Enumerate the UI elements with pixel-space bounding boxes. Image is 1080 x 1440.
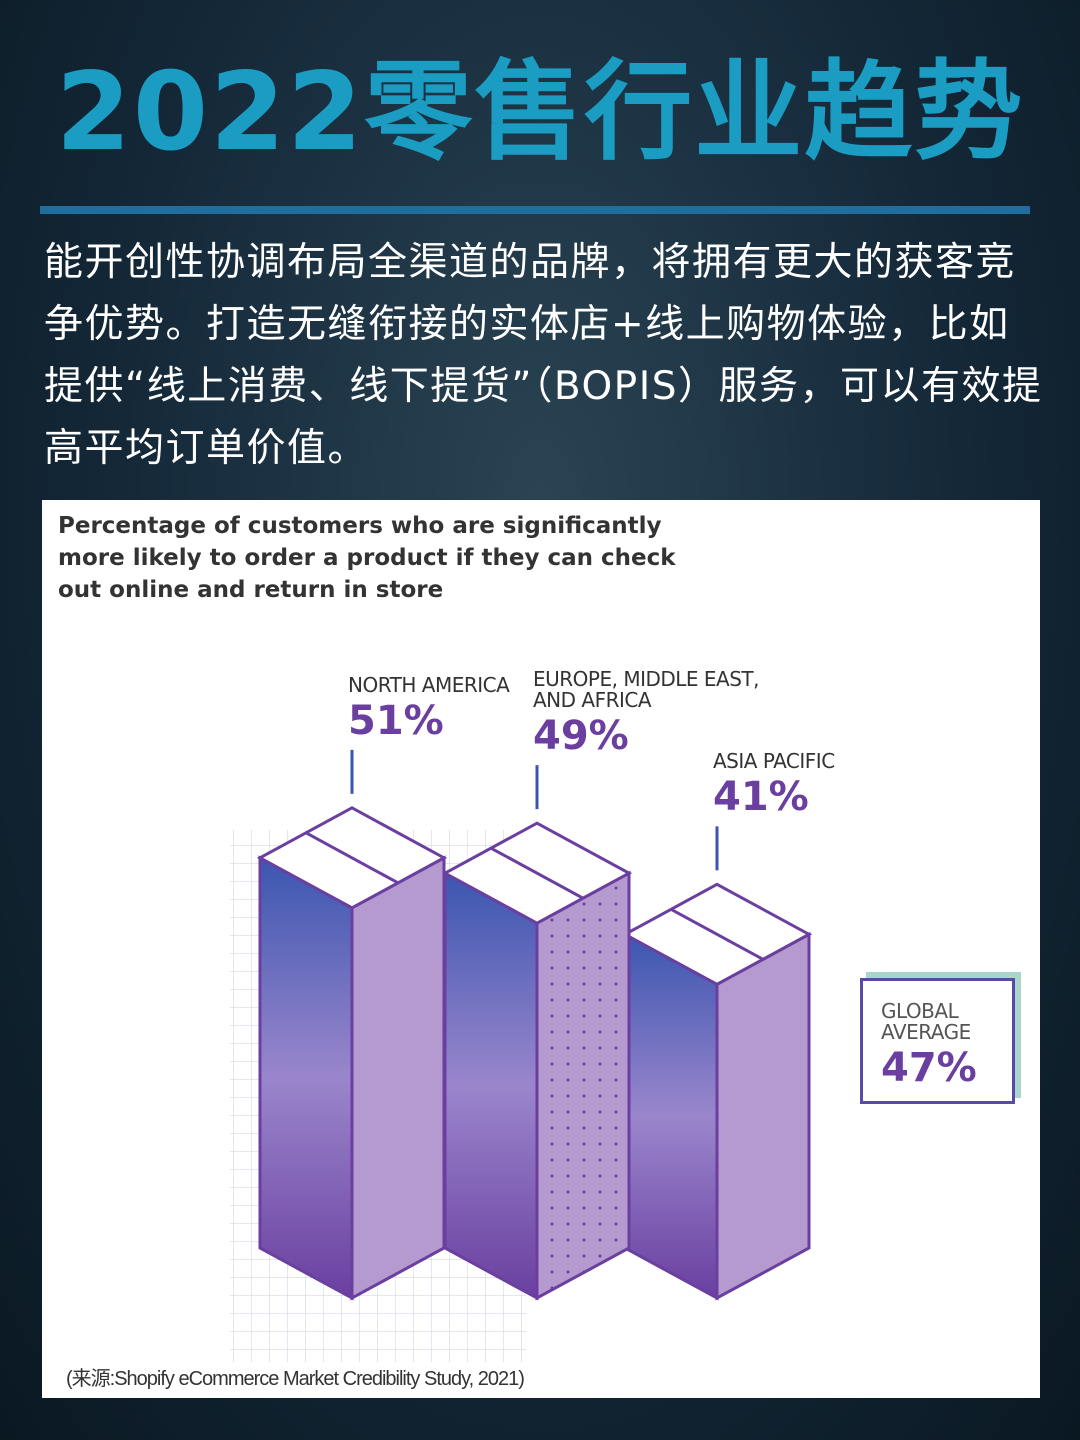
bar-left-face <box>623 931 719 1301</box>
value-label: 41% <box>713 774 809 821</box>
divider <box>40 206 1030 214</box>
source: (来源:Shopify eCommerce Market Credibility… <box>66 1368 525 1390</box>
bar-top-seam <box>305 831 399 885</box>
bar <box>256 806 448 1301</box>
value-label: 49% <box>533 713 629 760</box>
chart-title: Percentage of customers who are signific… <box>58 513 676 603</box>
average-box: GLOBAL AVERAGE 47% <box>860 978 1015 1105</box>
bar-right-face <box>535 870 631 1301</box>
body-text: 能开创性协调布局全渠道的品牌，将拥有更大的获客竞争优势。打造无缝衔接的实体店+线… <box>44 240 1043 471</box>
bar-right-face <box>350 855 446 1301</box>
bar-label: NORTH AMERICA 51% <box>348 672 588 746</box>
bar-label: ASIA PACIFIC 41% <box>713 751 953 822</box>
average-value: 47% <box>881 1045 977 1092</box>
bar-left-face <box>443 870 539 1301</box>
category-label: EUROPE, MIDDLE EAST, AND AFRICA <box>533 667 760 713</box>
bar <box>621 882 813 1301</box>
bar-top-seam <box>670 908 764 961</box>
bar-label: EUROPE, MIDDLE EAST, AND AFRICA 49% <box>533 669 773 761</box>
bar-right-face <box>715 931 811 1301</box>
page-title: 2022零售行业趋势 <box>55 50 1025 175</box>
category-label: NORTH AMERICA <box>348 672 510 697</box>
average-label: GLOBAL AVERAGE <box>881 999 971 1045</box>
bar <box>441 821 633 1301</box>
category-label: ASIA PACIFIC <box>713 749 835 774</box>
bar-top-seam <box>490 846 584 900</box>
value-label: 51% <box>348 697 444 744</box>
bar-left-face <box>258 855 354 1301</box>
